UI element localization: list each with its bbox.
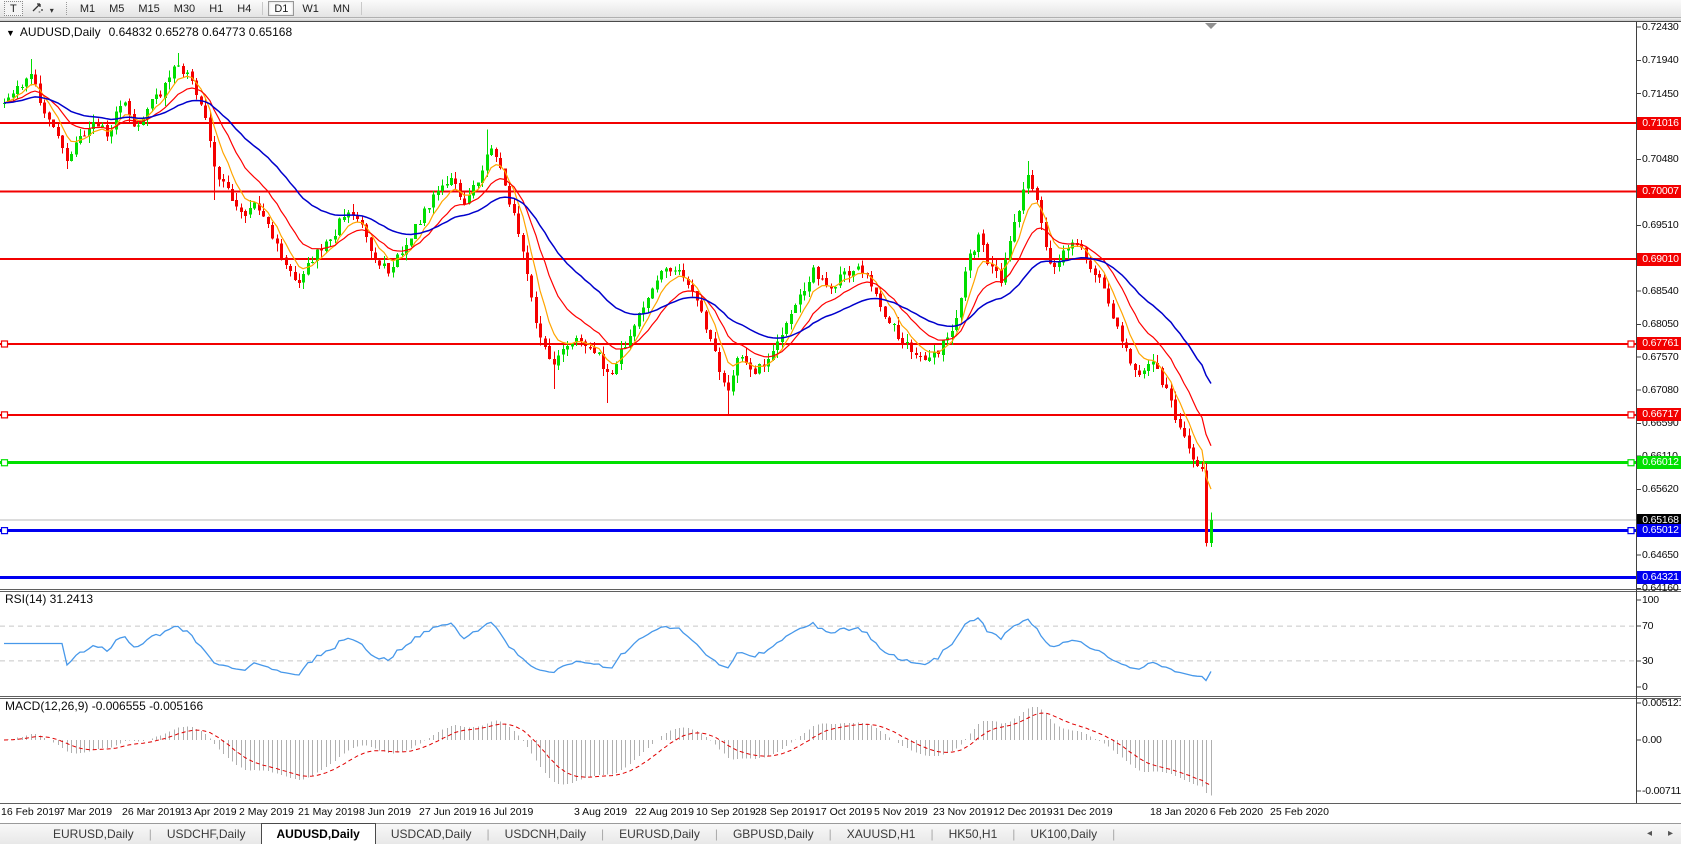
timeframe-button-H1[interactable]: H1 <box>203 1 229 16</box>
date-label: 7 Mar 2019 <box>59 806 113 818</box>
window-frame-strip <box>0 18 1681 21</box>
date-label: 22 Aug 2019 <box>635 806 694 818</box>
tab-separator: | <box>601 827 605 841</box>
tab-separator: | <box>486 827 490 841</box>
chart-tab[interactable]: USDCNH,Daily <box>504 827 587 841</box>
chart-title: ▼ AUDUSD,Daily 0.64832 0.65278 0.64773 0.6… <box>6 25 292 39</box>
timeframe-button-M5[interactable]: M5 <box>103 1 130 16</box>
price-tick-label: 0.68540 <box>1642 285 1679 298</box>
date-label: 6 Feb 2020 <box>1210 806 1264 818</box>
toolbar-divider <box>262 2 264 15</box>
tab-separator: | <box>1012 827 1016 841</box>
date-label: 2 May 2019 <box>239 806 294 818</box>
price-tick-label: 0.69510 <box>1642 219 1679 232</box>
tab-separator: | <box>714 827 718 841</box>
date-label: 5 Nov 2019 <box>874 806 928 818</box>
text-tool-button[interactable]: T <box>4 1 23 16</box>
timeframe-button-MN[interactable]: MN <box>327 1 356 16</box>
timeframe-button-D1[interactable]: D1 <box>268 1 295 16</box>
price-tick-label: 0.71450 <box>1642 87 1679 100</box>
arrow-tools-icon <box>31 3 47 16</box>
tab-separator: | <box>148 827 152 841</box>
level-price-label: 0.67761 <box>1637 337 1681 351</box>
date-label: 21 May 2019 <box>298 806 359 818</box>
tab-scroll-left-button[interactable]: ◂ <box>1647 828 1653 839</box>
price-tick-label: 0.72430 <box>1642 21 1679 34</box>
date-label: 25 Feb 2020 <box>1270 806 1329 818</box>
chart-tab[interactable]: XAUUSD,H1 <box>846 827 916 841</box>
price-tick-label: 0.68050 <box>1642 318 1679 331</box>
chart-tab[interactable]: AUDUSD,Daily <box>260 823 376 844</box>
chart-tab[interactable]: HK50,H1 <box>948 827 998 841</box>
date-label: 27 Jun 2019 <box>419 806 477 818</box>
date-label: 31 Dec 2019 <box>1053 806 1113 818</box>
chart-ohlc-values: 0.64832 0.65278 0.64773 0.65168 <box>108 25 293 39</box>
date-label: 10 Sep 2019 <box>696 806 756 818</box>
timeframe-button-M15[interactable]: M15 <box>132 1 165 16</box>
price-tick-label: 0.67570 <box>1642 350 1679 363</box>
toolbar-separator <box>65 2 68 15</box>
chart-tab[interactable]: EURUSD,Daily <box>53 827 134 841</box>
date-label: 28 Sep 2019 <box>755 806 815 818</box>
price-tick-label: 0.65620 <box>1642 483 1679 496</box>
tab-separator: | <box>930 827 934 841</box>
macd-axis-label: 0.00 <box>1642 734 1662 746</box>
date-label: 12 Dec 2019 <box>993 806 1053 818</box>
timeframe-button-M1[interactable]: M1 <box>74 1 101 16</box>
date-label: 26 Mar 2019 <box>122 806 181 818</box>
rsi-label: RSI(14) 31.2413 <box>5 592 94 606</box>
chart-tab[interactable]: GBPUSD,Daily <box>732 827 814 841</box>
date-label: 23 Nov 2019 <box>933 806 993 818</box>
chart-window <box>0 21 1681 844</box>
rsi-axis-label: 70 <box>1642 620 1654 633</box>
date-label: 13 Apr 2019 <box>180 806 237 818</box>
level-price-label: 0.64321 <box>1637 571 1681 585</box>
chart-tab[interactable]: USDCAD,Daily <box>390 827 472 841</box>
rsi-axis-label: 0 <box>1642 681 1648 693</box>
timeframe-button-H4[interactable]: H4 <box>231 1 257 16</box>
price-tick-label: 0.70480 <box>1642 153 1679 166</box>
date-label: 16 Feb 2019 <box>1 806 60 818</box>
price-tick-label: 0.64650 <box>1642 549 1679 562</box>
chart-shift-marker <box>1205 23 1217 29</box>
level-price-label: 0.70007 <box>1637 185 1681 199</box>
chart-tab-bar: EURUSD,Daily | USDCHF,Daily AUDUSD,Daily USD… <box>0 823 1681 844</box>
arrow-tools-button[interactable]: ▾ <box>25 1 60 16</box>
timeframe-button-M30[interactable]: M30 <box>168 1 201 16</box>
level-price-label: 0.66717 <box>1637 408 1681 422</box>
toolbar: T ▾ M1 M5 M15 M30 H1 H4 D1 W1 MN <box>0 0 1681 18</box>
date-label: 3 Aug 2019 <box>574 806 628 818</box>
price-tick-label: 0.67080 <box>1642 384 1679 397</box>
tab-scroll-right-button[interactable]: ▸ <box>1668 828 1674 839</box>
level-price-label: 0.69010 <box>1637 252 1681 266</box>
timeframe-toolbar: M1 M5 M15 M30 H1 H4 D1 W1 MN <box>73 1 366 16</box>
level-price-label: 0.71016 <box>1637 116 1681 130</box>
current-price-label: 0.65168 <box>1637 513 1681 527</box>
price-tick-label: 0.64160 <box>1642 582 1679 595</box>
chart-symbol-title: AUDUSD,Daily <box>19 25 101 39</box>
date-label: 18 Jan 2020 <box>1150 806 1208 818</box>
toolbar-divider <box>360 2 362 15</box>
chart-tab[interactable]: USDCHF,Daily <box>166 827 246 841</box>
level-price-label: 0.66012 <box>1637 456 1681 470</box>
level-price-label: 0.65012 <box>1637 524 1681 538</box>
collapse-icon[interactable]: ▼ <box>6 28 15 38</box>
chevron-down-icon: ▾ <box>49 6 54 15</box>
timeframe-button-W1[interactable]: W1 <box>296 1 325 16</box>
date-label: 8 Jun 2019 <box>359 806 411 818</box>
date-label: 17 Oct 2019 <box>815 806 873 818</box>
macd-axis-label: 0.005121 <box>1642 697 1681 710</box>
tab-separator: | <box>1112 827 1116 841</box>
chart-tab[interactable]: UK100,Daily <box>1030 827 1098 841</box>
macd-axis-label: -0.007111 <box>1642 785 1681 798</box>
price-tick-label: 0.71940 <box>1642 54 1679 67</box>
rsi-axis-label: 100 <box>1642 594 1659 606</box>
macd-label: MACD(12,26,9) -0.006555 -0.005166 <box>5 699 204 713</box>
tab-separator: | <box>828 827 832 841</box>
rsi-axis-label: 30 <box>1642 654 1654 667</box>
date-label: 16 Jul 2019 <box>479 806 534 818</box>
chart-tab[interactable]: EURUSD,Daily <box>619 827 700 841</box>
